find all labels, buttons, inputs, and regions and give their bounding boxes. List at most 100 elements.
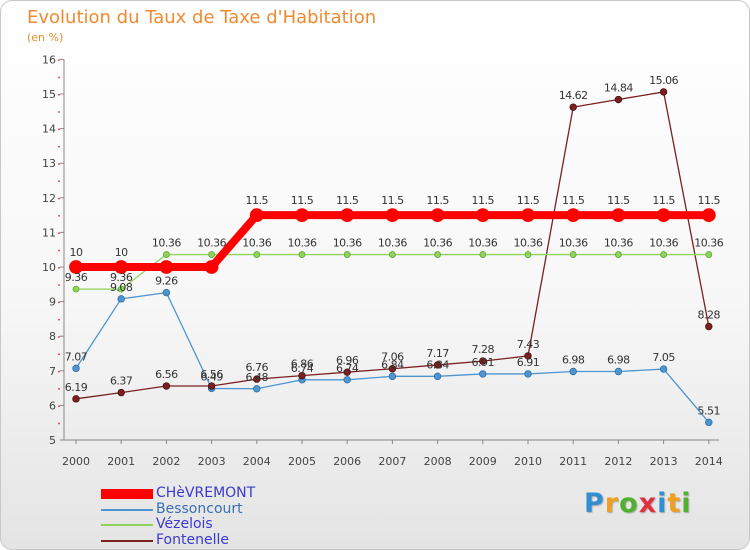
legend-label-bessoncourt: Bessoncourt xyxy=(156,500,243,517)
data-point-chevremont xyxy=(475,208,490,223)
data-label-vezelois: 10.36 xyxy=(242,237,271,250)
data-point-chevremont xyxy=(114,260,129,274)
x-tick-label: 2005 xyxy=(288,455,316,468)
data-point-vezelois xyxy=(615,251,622,258)
data-point-vezelois xyxy=(343,251,351,258)
data-label-chevremont: 11.5 xyxy=(336,194,359,207)
data-label-fontenelle: 7.17 xyxy=(426,347,449,360)
x-tick-label: 2002 xyxy=(152,455,180,468)
data-label-chevremont: 11.5 xyxy=(472,194,495,207)
y-tick-label: 15 xyxy=(42,88,56,101)
data-label-vezelois: 10.36 xyxy=(333,237,362,250)
data-point-vezelois xyxy=(208,251,216,258)
data-point-fontenelle xyxy=(298,371,306,380)
data-point-vezelois xyxy=(117,285,125,293)
data-point-bessoncourt xyxy=(569,367,577,376)
y-tick-label: 8 xyxy=(49,330,56,343)
data-label-fontenelle: 6.37 xyxy=(110,375,133,388)
data-label-bessoncourt: 9.08 xyxy=(110,281,133,294)
y-tick-label: 13 xyxy=(42,157,56,170)
data-label-vezelois: 10.36 xyxy=(197,237,226,250)
data-label-fontenelle: 6.19 xyxy=(65,381,88,394)
data-point-chevremont xyxy=(566,208,581,223)
data-point-fontenelle xyxy=(479,357,487,365)
y-tick-label: 16 xyxy=(42,53,56,66)
data-label-fontenelle: 7.28 xyxy=(472,343,495,356)
data-label-bessoncourt: 6.48 xyxy=(246,371,269,384)
data-point-bessoncourt xyxy=(388,372,397,381)
x-tick-label: 2008 xyxy=(424,455,452,468)
data-point-vezelois xyxy=(298,251,306,258)
data-label-chevremont: 11.5 xyxy=(246,194,269,207)
data-point-bessoncourt xyxy=(72,364,80,373)
legend-swatch-fontenelle xyxy=(101,539,153,542)
data-label-fontenelle: 15.06 xyxy=(649,74,678,87)
data-label-chevremont: 11.5 xyxy=(291,194,314,207)
y-tick-label: 14 xyxy=(42,123,56,136)
data-label-chevremont: 11.5 xyxy=(607,194,630,207)
data-label-bessoncourt: 6.74 xyxy=(336,362,359,375)
data-point-chevremont xyxy=(159,260,174,274)
y-tick-label: 7 xyxy=(49,365,56,378)
data-point-vezelois xyxy=(253,251,261,258)
data-point-fontenelle xyxy=(705,322,713,331)
data-label-vezelois: 10.36 xyxy=(514,237,543,250)
legend-label-vezelois: Vézelois xyxy=(156,516,213,532)
chart-unit-label: (en %) xyxy=(27,31,64,44)
y-tick-label: 10 xyxy=(42,261,56,274)
data-label-vezelois: 10.36 xyxy=(378,237,407,250)
y-tick-label: 11 xyxy=(42,226,56,239)
data-point-fontenelle xyxy=(659,88,668,96)
data-point-chevremont xyxy=(204,260,219,274)
logo-letter: P xyxy=(584,488,605,519)
data-point-vezelois xyxy=(524,251,532,258)
data-point-chevremont xyxy=(295,208,309,223)
data-point-bessoncourt xyxy=(524,370,532,378)
x-tick-label: 2007 xyxy=(378,455,406,468)
data-point-bessoncourt xyxy=(343,376,351,384)
data-label-fontenelle: 7.43 xyxy=(517,338,540,351)
y-tick-label: 5 xyxy=(49,434,56,447)
data-label-vezelois: 10.36 xyxy=(288,237,317,250)
logo-letter: t xyxy=(667,488,682,519)
data-label-chevremont: 11.5 xyxy=(698,194,721,207)
data-point-bessoncourt xyxy=(253,385,261,393)
data-label-bessoncourt: 6.74 xyxy=(291,362,314,375)
data-label-bessoncourt: 6.49 xyxy=(200,370,223,383)
data-point-chevremont xyxy=(701,208,716,223)
data-point-chevremont xyxy=(430,208,445,223)
proxiti-logo: Proxiti xyxy=(584,488,692,519)
data-label-chevremont: 11.5 xyxy=(562,194,585,207)
x-tick-label: 2009 xyxy=(469,455,497,468)
data-point-chevremont xyxy=(656,208,671,223)
data-label-chevremont: 10 xyxy=(115,246,128,259)
data-label-fontenelle: 6.96 xyxy=(336,354,359,367)
data-point-vezelois xyxy=(162,251,170,258)
logo-letter: i xyxy=(681,488,692,519)
data-point-chevremont xyxy=(521,208,535,223)
data-label-chevremont: 11.5 xyxy=(652,194,675,207)
data-point-bessoncourt xyxy=(162,288,171,297)
data-point-chevremont xyxy=(340,208,355,223)
data-label-bessoncourt: 7.05 xyxy=(652,351,675,364)
data-point-bessoncourt xyxy=(433,372,442,381)
data-point-fontenelle xyxy=(524,352,532,360)
data-point-bessoncourt xyxy=(659,365,668,373)
data-point-vezelois xyxy=(479,251,487,258)
data-point-bessoncourt xyxy=(117,295,125,303)
data-label-vezelois: 10.36 xyxy=(423,237,452,250)
x-tick-label: 2000 xyxy=(62,455,90,468)
data-label-vezelois: 10.36 xyxy=(694,237,723,250)
data-point-chevremont xyxy=(611,208,626,223)
data-label-bessoncourt: 5.51 xyxy=(698,404,721,417)
data-point-bessoncourt xyxy=(479,370,487,378)
legend-label-chevremont: CHèVREMONT xyxy=(156,485,256,501)
data-point-bessoncourt xyxy=(705,418,713,427)
x-tick-label: 2006 xyxy=(333,455,361,468)
y-tick-label: 9 xyxy=(49,296,56,309)
data-label-fontenelle: 6.76 xyxy=(246,361,269,374)
x-tick-label: 2003 xyxy=(198,455,226,468)
data-label-chevremont: 10 xyxy=(70,246,83,259)
